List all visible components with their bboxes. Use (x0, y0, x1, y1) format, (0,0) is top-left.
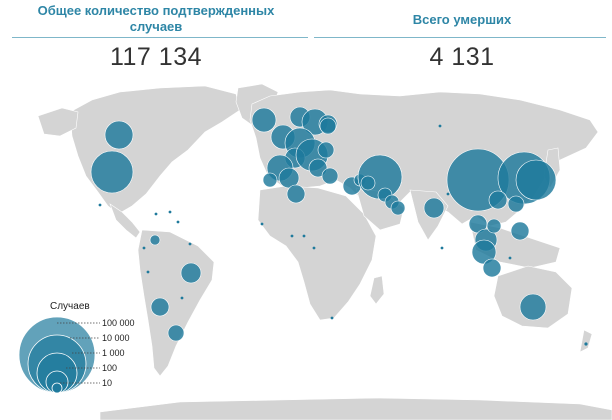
legend-circle-10 (51, 382, 63, 394)
bubble-philippines (510, 221, 530, 241)
stats-header: Общее количество подтвержденных случаев … (0, 0, 612, 80)
madagascar (369, 275, 385, 305)
deaths-value: 4 131 (429, 43, 495, 71)
dot-cameroon (302, 234, 306, 238)
bubble-brazil (180, 262, 202, 284)
dot-paraguay (180, 296, 184, 300)
africa (257, 185, 377, 321)
dot-siberia (438, 124, 442, 128)
bubble-iraq (360, 175, 376, 191)
antarctica (99, 397, 612, 420)
world-map: Случаев 100 000 10 000 1 000 100 10 (18, 83, 612, 420)
dot-caribbean-1 (154, 212, 158, 216)
bubble-uk (251, 107, 277, 133)
confirmed-title-line1: Общее количество подтвержденных (37, 3, 275, 18)
bubble-portugal (262, 172, 278, 188)
new-zealand (579, 329, 593, 353)
bubble-australia (519, 293, 547, 321)
legend-label-10000: 10 000 (102, 333, 130, 343)
dot-caribbean-3 (176, 220, 180, 224)
dot-sri-lanka (440, 246, 444, 250)
confirmed-cases-value: 117 134 (109, 43, 202, 71)
dot-ethiopia (312, 246, 316, 250)
dot-guyana (188, 242, 192, 246)
dot-new-zealand (584, 342, 588, 346)
dot-ecuador (142, 246, 146, 250)
legend-label-100: 100 (102, 363, 117, 373)
legend-label-100000: 100 000 (102, 318, 135, 328)
bubble-qatar (390, 200, 406, 216)
bubble-india (423, 197, 445, 219)
bubble-chile (150, 297, 170, 317)
south-america (137, 229, 215, 377)
bubble-greece (321, 167, 339, 185)
dot-caribbean-2 (168, 210, 172, 214)
bubble-singapore (482, 258, 502, 278)
bubble-russia (319, 117, 337, 135)
bubble-colombia (149, 234, 161, 246)
dot-layer (98, 124, 588, 346)
confirmed-cases-block: Общее количество подтвержденных случаев … (0, 0, 312, 71)
confirmed-title-line2: случаев (129, 19, 183, 34)
confirmed-cases-title: Общее количество подтвержденных случаев (0, 0, 312, 35)
dot-mexico (98, 203, 102, 207)
dot-south-africa (330, 316, 334, 320)
bubble-usa (90, 150, 134, 194)
legend-label-1000: 1 000 (102, 348, 125, 358)
legend-title: Случаев (50, 301, 90, 312)
deaths-divider (314, 37, 606, 38)
bubble-argentina (167, 324, 185, 342)
central-america (109, 203, 141, 239)
alaska (37, 107, 79, 137)
bubble-korea-japan (515, 159, 557, 201)
legend-label-10: 10 (102, 378, 112, 388)
size-legend: Случаев 100 000 10 000 1 000 100 10 (18, 301, 135, 394)
bubble-layer (90, 106, 557, 342)
north-america (69, 85, 241, 215)
bubble-taiwan (507, 195, 525, 213)
confirmed-divider (12, 37, 308, 38)
dot-nepal (446, 192, 450, 196)
dot-indonesia (508, 256, 512, 260)
bubble-hong-kong (488, 190, 508, 210)
bubble-canada (104, 120, 134, 150)
deaths-block: Всего умерших 4 131 (312, 0, 612, 71)
bubble-algeria (286, 184, 306, 204)
deaths-title: Всего умерших (412, 12, 512, 27)
dot-nigeria (290, 234, 294, 238)
dot-peru (146, 270, 150, 274)
dot-senegal (260, 222, 264, 226)
bubble-poland (317, 141, 335, 159)
bubble-cambodia (486, 218, 502, 234)
